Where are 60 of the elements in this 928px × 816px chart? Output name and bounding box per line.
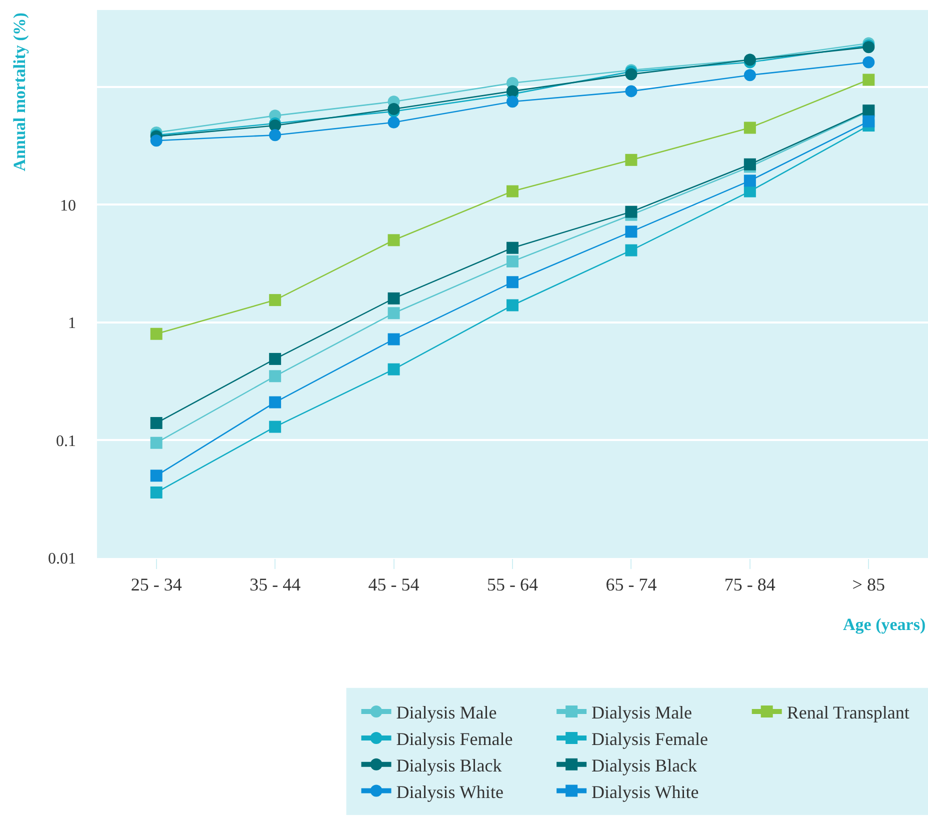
y-tick-label: 0.1 <box>56 432 76 450</box>
point <box>744 158 756 170</box>
point <box>388 307 400 320</box>
y-tick-label: 1 <box>68 315 76 332</box>
point <box>269 420 282 433</box>
point <box>150 328 162 340</box>
point <box>388 116 400 128</box>
y-tick-label: 10 <box>60 197 76 214</box>
point <box>625 244 638 256</box>
point <box>269 370 282 382</box>
point <box>150 417 162 430</box>
point <box>269 396 282 408</box>
point <box>506 276 518 288</box>
point <box>388 292 400 304</box>
point <box>150 134 162 147</box>
point <box>862 56 875 68</box>
x-tick-label: 65 - 74 <box>606 574 657 595</box>
legend-label: Dialysis Female <box>592 728 708 749</box>
point <box>150 470 162 482</box>
point <box>744 174 756 187</box>
point <box>862 115 875 128</box>
legend-label: Dialysis White <box>592 782 699 802</box>
x-tick-label: > 85 <box>852 574 885 595</box>
x-tick-label: 55 - 64 <box>487 574 538 595</box>
legend-label: Dialysis Female <box>396 728 513 749</box>
legend-label: Dialysis Black <box>396 755 502 776</box>
y-tick-label: 0.01 <box>48 550 76 568</box>
x-axis-title: Age (years) <box>843 615 926 634</box>
point <box>506 255 518 268</box>
point <box>744 69 756 82</box>
x-tick-label: 35 - 44 <box>250 574 301 595</box>
x-tick-label: 75 - 84 <box>724 574 776 595</box>
legend-label: Dialysis Male <box>592 702 692 723</box>
legend-label: Dialysis White <box>396 782 504 802</box>
point <box>150 436 162 449</box>
point <box>625 85 638 98</box>
point <box>862 74 875 86</box>
legend-label: Dialysis Black <box>592 755 698 776</box>
point <box>388 333 400 346</box>
point <box>269 352 282 365</box>
point <box>506 242 518 254</box>
point <box>625 226 638 238</box>
point <box>744 122 756 134</box>
point <box>269 129 282 142</box>
x-tick-label: 25 - 34 <box>130 574 182 595</box>
point <box>625 68 638 80</box>
y-axis-title: Annual mortality (%) <box>10 12 30 172</box>
point <box>506 185 518 198</box>
point <box>744 185 756 198</box>
point <box>150 486 162 498</box>
legend-label: Renal Transplant <box>786 702 910 723</box>
point <box>506 299 518 312</box>
point <box>388 363 400 376</box>
x-tick-label: 45 - 54 <box>368 574 420 595</box>
point <box>625 154 638 166</box>
point <box>388 234 400 246</box>
point <box>388 102 400 115</box>
point <box>269 294 282 306</box>
point <box>625 206 638 218</box>
legend-label: Dialysis Male <box>396 702 497 723</box>
